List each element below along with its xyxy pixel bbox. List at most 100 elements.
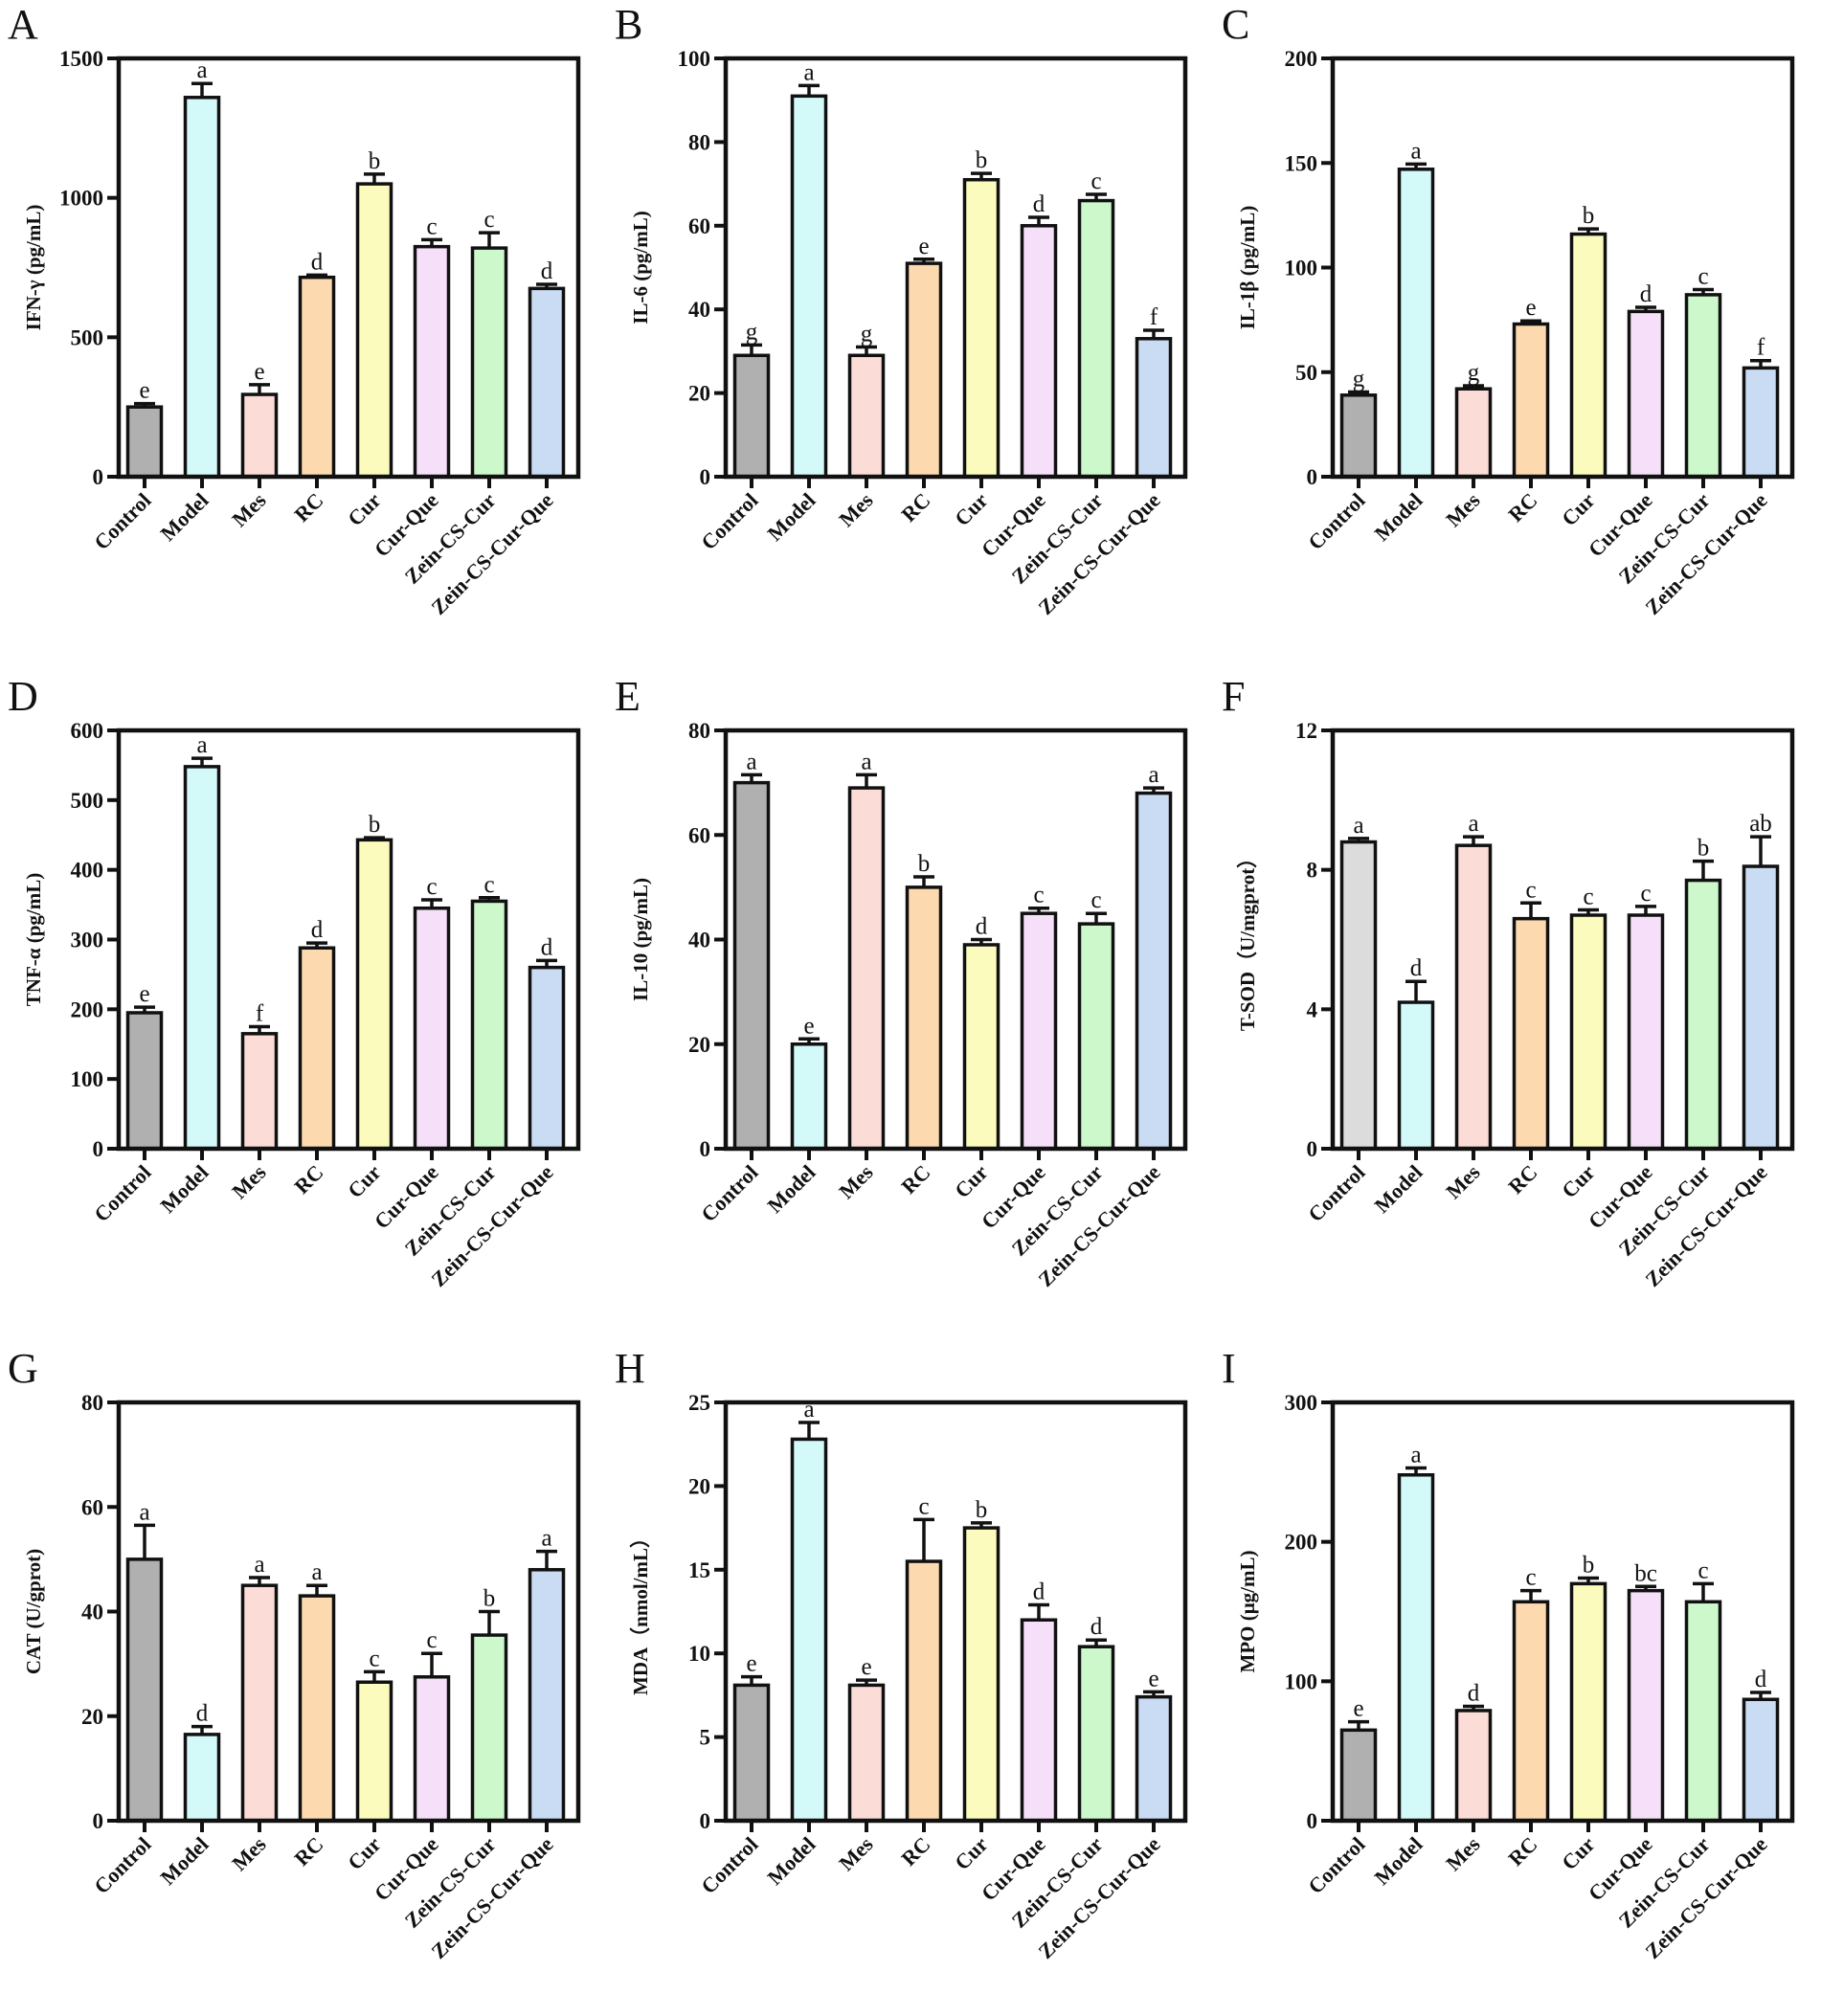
significance-letter: a bbox=[803, 1397, 814, 1422]
y-tick-label: 500 bbox=[71, 789, 104, 813]
bar-zein-cs-cur bbox=[470, 1633, 508, 1823]
bar-mes bbox=[1454, 1709, 1493, 1823]
y-tick-label: 0 bbox=[1307, 1137, 1318, 1161]
x-tick-label: Model bbox=[156, 1160, 214, 1218]
significance-letter: g bbox=[746, 319, 758, 345]
significance-letter: d bbox=[1468, 1681, 1480, 1707]
bar-mes bbox=[847, 353, 886, 479]
bar-model bbox=[790, 94, 828, 479]
x-tick-label: Cur bbox=[343, 1160, 386, 1203]
x-tick-label: RC bbox=[1503, 1832, 1541, 1870]
significance-letter: b bbox=[918, 851, 931, 877]
y-axis-label: IL-1β (pg/mL) bbox=[1236, 206, 1259, 330]
bar-zein-cs-cur-que bbox=[528, 286, 566, 479]
y-axis-label: IL-6 (pg/mL) bbox=[629, 211, 652, 324]
bar-model bbox=[1397, 1472, 1435, 1823]
bar-zein-cs-cur bbox=[1077, 1645, 1115, 1823]
y-tick-label: 300 bbox=[1285, 1391, 1318, 1415]
significance-letter: d bbox=[311, 917, 324, 943]
significance-letter: e bbox=[803, 1013, 814, 1039]
x-tick-label: Model bbox=[1370, 1832, 1428, 1890]
plot-frame bbox=[116, 1400, 581, 1824]
significance-letter: c bbox=[918, 1493, 929, 1519]
x-tick-label: Control bbox=[1303, 1832, 1369, 1898]
significance-letter: a bbox=[746, 749, 756, 774]
y-axis-label: CAT (U/gprot) bbox=[22, 1549, 45, 1674]
significance-letter: f bbox=[1150, 304, 1158, 330]
significance-letter: c bbox=[426, 874, 437, 900]
bar-rc bbox=[905, 1559, 943, 1823]
x-tick-label: Mes bbox=[227, 488, 271, 532]
bar-zein-cs-cur-que bbox=[1742, 1697, 1780, 1823]
significance-letter: d bbox=[311, 249, 324, 275]
x-tick-label: Control bbox=[89, 1832, 155, 1898]
y-tick-label: 80 bbox=[688, 130, 710, 154]
y-tick-label: 1000 bbox=[59, 187, 103, 211]
panel-letter: C bbox=[1222, 1, 1250, 48]
y-tick-label: 50 bbox=[1295, 361, 1317, 385]
significance-letter: b bbox=[483, 1586, 496, 1612]
y-axis-label: MDA（nmol/mL） bbox=[629, 1528, 652, 1695]
significance-letter: b bbox=[369, 148, 381, 174]
bar-zein-cs-cur bbox=[470, 899, 508, 1151]
significance-letter: c bbox=[1640, 881, 1651, 907]
panel-letter: A bbox=[8, 1, 38, 48]
y-axis-label: T-SOD（U/mgprot） bbox=[1236, 848, 1259, 1031]
bar-cur-que bbox=[1020, 911, 1058, 1151]
x-tick-label: Cur bbox=[1557, 488, 1600, 531]
bar-control bbox=[732, 780, 771, 1151]
y-tick-label: 15 bbox=[688, 1558, 710, 1582]
x-tick-label: Control bbox=[89, 1160, 155, 1226]
x-tick-label: Cur bbox=[950, 1832, 993, 1875]
y-tick-label: 20 bbox=[688, 1474, 710, 1498]
bar-zein-cs-cur bbox=[1684, 1600, 1722, 1823]
x-tick-label: Mes bbox=[227, 1832, 271, 1876]
plot-frame bbox=[723, 1400, 1188, 1824]
significance-letter: e bbox=[1148, 1666, 1158, 1691]
x-tick-label: RC bbox=[289, 488, 327, 526]
significance-letter: b bbox=[976, 147, 988, 173]
x-tick-label: Cur bbox=[1557, 1160, 1600, 1203]
significance-letter: b bbox=[976, 1497, 988, 1523]
y-tick-label: 40 bbox=[688, 929, 710, 952]
significance-letter: b bbox=[1583, 203, 1595, 229]
y-tick-label: 600 bbox=[71, 719, 104, 743]
x-tick-label: Control bbox=[696, 488, 762, 554]
y-tick-label: 10 bbox=[688, 1642, 710, 1666]
bar-rc bbox=[1512, 1600, 1550, 1823]
significance-letter: a bbox=[1353, 813, 1363, 839]
significance-letter: d bbox=[1410, 955, 1423, 981]
plot-frame bbox=[1330, 56, 1795, 480]
significance-letter: d bbox=[1033, 1579, 1045, 1605]
x-tick-label: Model bbox=[1370, 1160, 1428, 1218]
significance-letter: a bbox=[1410, 138, 1421, 164]
bar-cur bbox=[1569, 913, 1607, 1151]
y-axis-label: IL-10 (pg/mL) bbox=[629, 878, 652, 1001]
significance-letter: a bbox=[311, 1559, 322, 1585]
x-tick-label: Mes bbox=[834, 488, 878, 532]
significance-letter: b bbox=[1697, 836, 1710, 862]
y-tick-label: 20 bbox=[81, 1705, 103, 1729]
bar-rc bbox=[905, 261, 943, 479]
bar-zein-cs-cur bbox=[1684, 878, 1722, 1151]
y-tick-label: 0 bbox=[93, 465, 104, 489]
significance-letter: e bbox=[1353, 1696, 1363, 1722]
significance-letter: c bbox=[1090, 168, 1101, 194]
y-tick-label: 100 bbox=[1285, 1669, 1318, 1693]
y-tick-label: 400 bbox=[71, 859, 104, 883]
y-tick-label: 8 bbox=[1307, 859, 1318, 883]
significance-letter: a bbox=[803, 59, 814, 85]
y-tick-label: 0 bbox=[700, 465, 711, 489]
bar-chart: 0 5 10 15 20 25 MDA（nmol/mL） e Control a Model e Mes… bbox=[629, 1391, 1188, 1963]
significance-letter: g bbox=[1468, 360, 1480, 386]
bar-cur-que bbox=[1020, 224, 1058, 479]
y-axis-label: IFN-γ (pg/mL) bbox=[22, 205, 45, 331]
x-tick-label: RC bbox=[896, 1160, 934, 1198]
bar-rc bbox=[298, 275, 336, 479]
significance-letter: d bbox=[1090, 1614, 1103, 1640]
significance-letter: a bbox=[196, 57, 207, 83]
y-tick-label: 60 bbox=[688, 214, 710, 238]
bar-zein-cs-cur-que bbox=[528, 1568, 566, 1823]
y-tick-label: 100 bbox=[71, 1067, 104, 1091]
x-tick-label: RC bbox=[1503, 1160, 1541, 1198]
